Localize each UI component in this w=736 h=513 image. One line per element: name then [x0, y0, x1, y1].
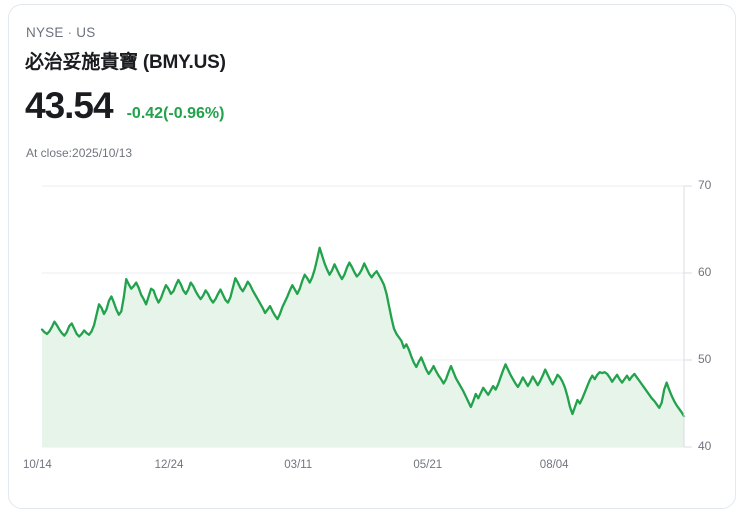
y-axis-tick-label: 50 — [698, 352, 712, 366]
x-axis-tick-label: 12/24 — [154, 459, 184, 471]
price-chart[interactable]: 70 60 50 40 10/14 12/24 03/11 05/21 08/04 — [9, 165, 735, 485]
y-axis-tick-label: 70 — [698, 178, 712, 192]
x-axis-tick-label: 08/04 — [539, 459, 569, 471]
x-axis-tick-label: 03/11 — [284, 459, 313, 471]
page-title: 必治妥施貴寶 (BMY.US) — [25, 52, 226, 73]
price-area-fill — [42, 247, 684, 447]
current-price: 43.54 — [25, 85, 114, 126]
price-change: -0.42(-0.96%) — [126, 105, 225, 122]
separator-dot: · — [67, 25, 73, 40]
stock-quote-card: NYSE · US 必治妥施貴寶 (BMY.US) 43.54 -0.42(-0.9… — [8, 4, 736, 509]
market-status-text: At close:2025/10/13 — [26, 146, 133, 160]
y-axis-tick-label: 60 — [698, 265, 712, 279]
chart-axis-ticks — [684, 185, 692, 448]
x-axis-tick-label: 10/14 — [23, 459, 52, 471]
x-axis-tick-label: 05/21 — [413, 459, 443, 471]
y-axis-tick-label: 40 — [698, 439, 712, 453]
price-line — [40, 246, 686, 418]
price-row: 43.54 -0.42(-0.96%) — [25, 87, 224, 131]
market-region-line: NYSE · US — [26, 25, 95, 40]
exchange-label: NYSE — [26, 25, 64, 40]
region-label: US — [76, 25, 96, 40]
chart-canvas — [40, 185, 692, 448]
